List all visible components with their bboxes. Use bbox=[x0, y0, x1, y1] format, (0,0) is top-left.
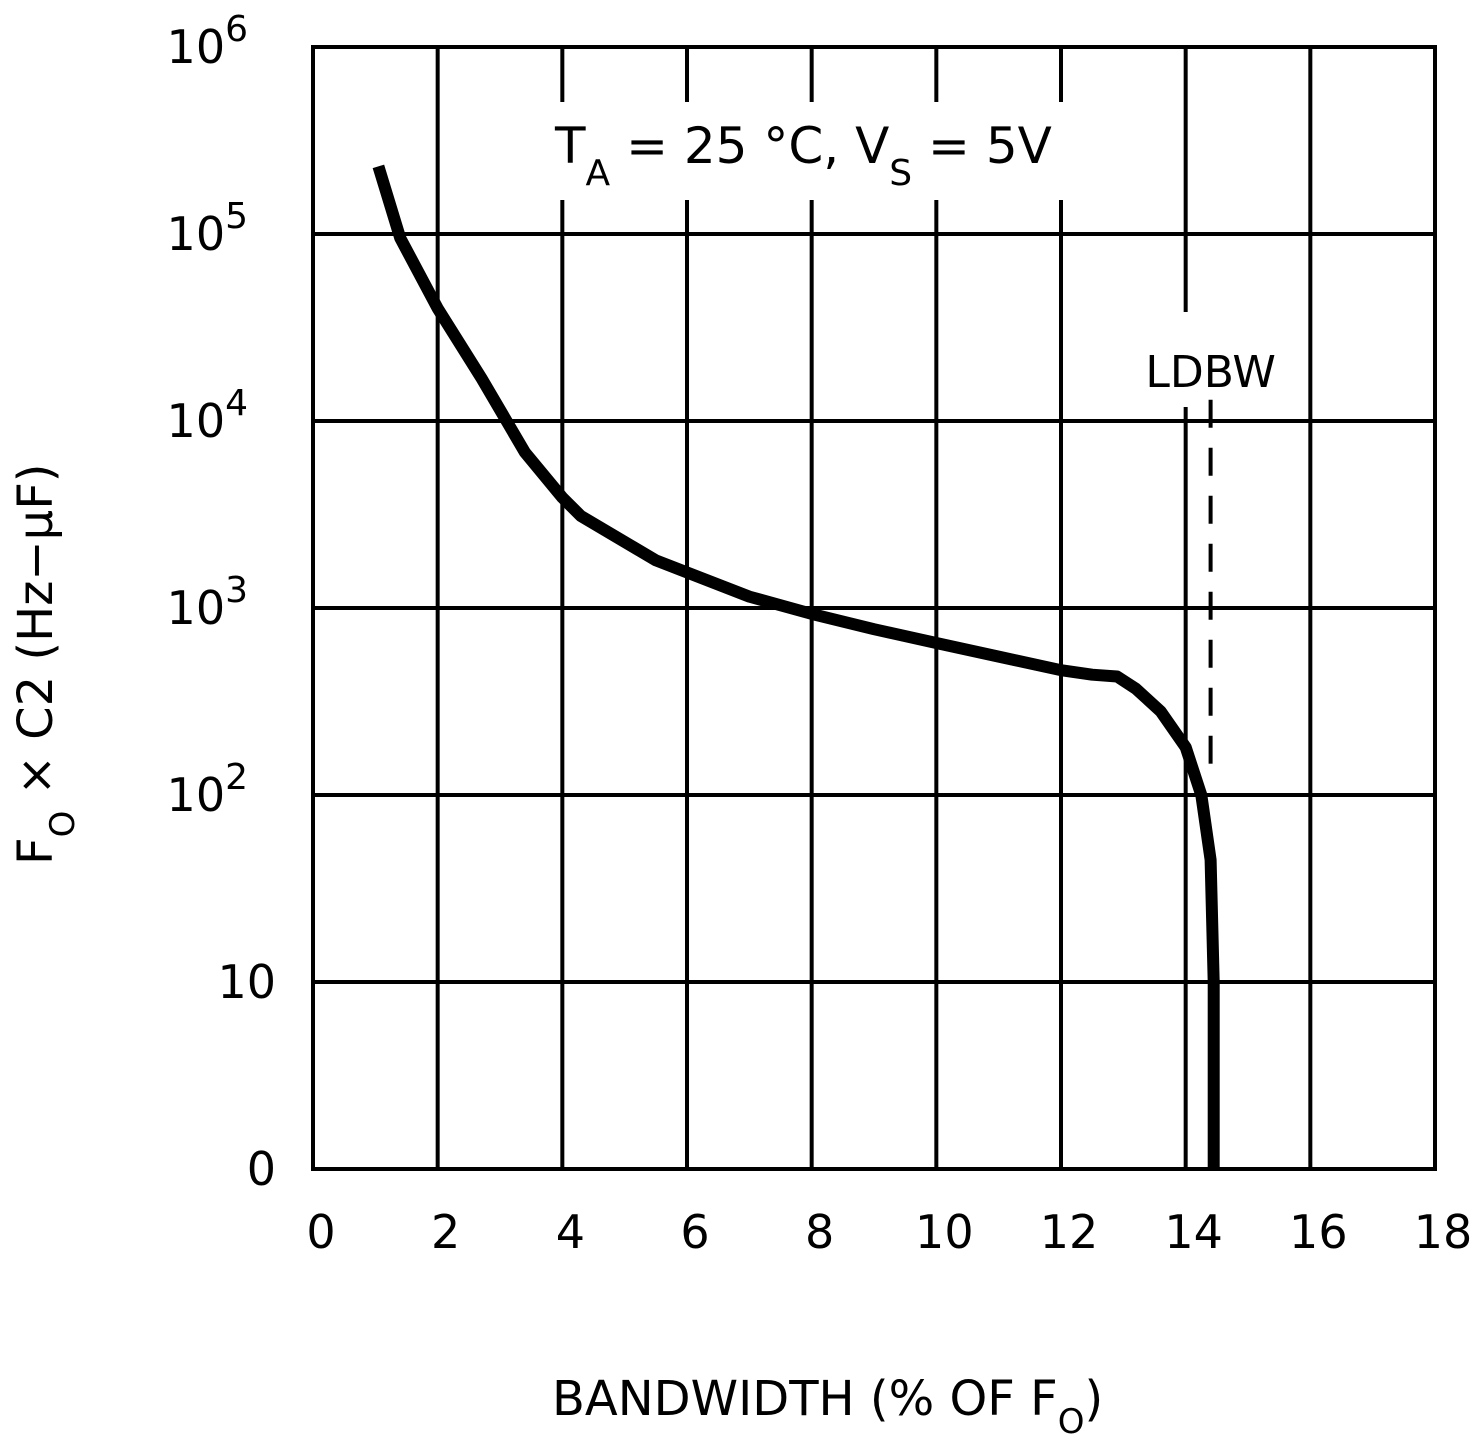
x-tick-label: 12 bbox=[1040, 1205, 1099, 1259]
annotation-background bbox=[1140, 312, 1285, 407]
x-tick-label: 16 bbox=[1289, 1205, 1348, 1259]
y-axis-label: FO × C2 (Hz−μF) bbox=[8, 463, 83, 865]
y-tick-label: 102 bbox=[167, 757, 248, 822]
x-tick-label: 10 bbox=[915, 1205, 974, 1259]
series-line bbox=[372, 164, 1220, 1169]
title-background bbox=[548, 102, 1096, 200]
series bbox=[372, 164, 1220, 1169]
x-tick-label: 6 bbox=[680, 1205, 709, 1259]
chart-title: TA = 25 °C, VS = 5V bbox=[554, 117, 1052, 194]
y-tick-label: 106 bbox=[167, 9, 248, 74]
x-tick-label: 18 bbox=[1414, 1205, 1473, 1259]
plot-frame bbox=[311, 45, 1437, 1171]
x-tick-label: 0 bbox=[306, 1205, 335, 1259]
y-tick-label: 0 bbox=[247, 1142, 276, 1196]
y-tick-label: 103 bbox=[167, 570, 248, 635]
x-axis-label: BANDWIDTH (% OF FO) bbox=[552, 1371, 1103, 1438]
ldbw-label: LDBW bbox=[1145, 347, 1276, 398]
y-tick-label: 105 bbox=[167, 196, 248, 261]
y-tick-label: 10 bbox=[217, 955, 276, 1009]
tick-labels: 0 2 4 6 8 10 12 14 16 18 0 10 102 103 104 105 106 bbox=[167, 9, 1473, 1259]
x-tick-label: 14 bbox=[1164, 1205, 1223, 1259]
grid bbox=[311, 45, 1437, 1171]
x-tick-label: 8 bbox=[805, 1205, 834, 1259]
x-tick-label: 4 bbox=[556, 1205, 585, 1259]
x-tick-label: 2 bbox=[431, 1205, 460, 1259]
annotations: LDBW bbox=[1140, 312, 1285, 768]
y-tick-label: 104 bbox=[167, 383, 248, 448]
